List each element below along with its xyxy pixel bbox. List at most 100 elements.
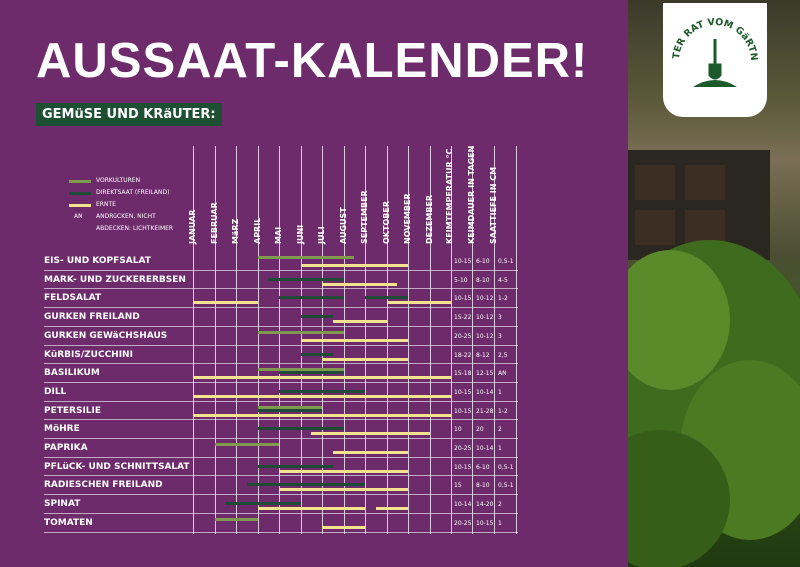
month-label: APRIL <box>252 217 262 244</box>
info-cell-depth: AN <box>498 370 507 378</box>
period-bar-direktsaat <box>268 277 344 281</box>
info-cell-depth: 2 <box>498 501 502 509</box>
month-label: DEZEMBER <box>424 194 434 244</box>
page-title: AUSSAAT-KALENDER! <box>36 34 589 88</box>
period-bar-ernte <box>332 451 408 454</box>
info-cell-temp: 10-14 <box>454 501 472 509</box>
crop-name: EIS- UND KOPFSALAT <box>44 256 151 266</box>
period-bar-vorkulturen <box>257 256 355 259</box>
section-subtitle: GEMüSE UND KRäUTER: <box>36 103 222 126</box>
period-bar-ernte <box>279 469 408 473</box>
month-label: AUGUST <box>338 207 348 244</box>
legend-note-line2: ABDECKEN: LICHTKEIMER <box>96 225 174 232</box>
crop-name: GURKEN FREILAND <box>44 312 140 323</box>
month-label: MAI <box>274 226 283 244</box>
period-bar-direktsaat <box>365 296 408 300</box>
info-column-label: SAATTIEFE IN CM <box>489 166 498 244</box>
row-divider <box>44 325 518 327</box>
period-bar-ernte <box>257 507 365 511</box>
badge-text-path: GUTER RAT VOM GäRTNER <box>659 0 759 61</box>
info-cell-temp: 10-15 <box>454 407 472 415</box>
info-cell-temp: 15-18 <box>454 370 472 378</box>
month-label: SEPTEMBER <box>360 190 369 244</box>
period-bar-ernte <box>193 394 451 398</box>
legend-swatch-ernte <box>69 204 91 207</box>
soil-mound-icon <box>693 80 737 87</box>
grid-line-vertical <box>429 146 431 534</box>
crop-name: DILL <box>44 386 67 397</box>
info-cell-temp: 10 <box>454 426 462 434</box>
row-divider <box>44 456 518 458</box>
grid-line-vertical <box>257 146 259 534</box>
legend-label-direktsaat: DIREKTSAAT (FREILAND) <box>96 189 170 196</box>
period-bar-ernte <box>386 301 451 305</box>
info-cell-depth: 1 <box>498 445 502 452</box>
info-cell-temp: 15 <box>454 482 462 490</box>
info-cell-days: 20 <box>476 426 484 434</box>
crop-name: MöHRE <box>44 424 80 435</box>
grid-line-vertical <box>472 146 473 534</box>
crop-name: PFLüCK- UND SCHNITTSALAT <box>44 461 190 472</box>
info-cell-days: 8-10 <box>476 482 490 490</box>
crop-name: TOMATEN <box>44 517 93 528</box>
period-bar-vorkulturen <box>214 443 279 446</box>
grid-line-vertical <box>451 146 452 534</box>
info-cell-temp: 20-25 <box>454 332 472 340</box>
info-cell-days: 10-12 <box>476 314 494 322</box>
info-cell-depth: 1-2 <box>498 295 508 303</box>
info-cell-temp: 10-15 <box>454 388 472 396</box>
info-cell-depth: 0,5-1 <box>498 463 514 471</box>
period-bar-direktsaat <box>279 371 344 375</box>
seed-tray-cell <box>635 210 675 245</box>
seedling-photo-drawing <box>590 150 800 567</box>
period-bar-ernte <box>279 488 408 492</box>
row-divider <box>44 381 518 383</box>
crop-name: SPINAT <box>44 499 81 510</box>
crop-name: MARK- UND ZUCKERERBSEN <box>44 274 186 285</box>
spade-icon <box>708 39 722 80</box>
legend-code-an: AN <box>74 213 83 220</box>
grid-line-vertical <box>193 146 194 534</box>
info-cell-temp: 20-25 <box>454 519 472 527</box>
period-bar-direktsaat <box>246 483 365 487</box>
period-bar-direktsaat <box>279 389 365 393</box>
seed-tray-cell <box>685 165 725 200</box>
badge-logo: GUTER RAT VOM GäRTNER <box>659 0 759 87</box>
info-cell-days: 6-10 <box>476 258 490 265</box>
legend-swatch-direktsaat <box>69 192 91 195</box>
month-label: NOVEMBER <box>403 193 412 244</box>
info-cell-temp: 20-25 <box>454 445 472 452</box>
month-label: MäRZ <box>231 218 240 244</box>
month-label: JUNI <box>295 224 305 244</box>
info-cell-temp: 18-22 <box>454 351 472 359</box>
row-divider <box>44 307 518 309</box>
period-bar-ernte <box>193 376 451 380</box>
info-column-label: KEIMTEMPERATUR °C <box>445 148 454 244</box>
info-cell-temp: 5-10 <box>454 276 468 284</box>
row-divider <box>44 288 518 290</box>
info-cell-depth: 1 <box>498 388 502 396</box>
info-column-header: SAATTIEFE IN CM <box>489 150 516 246</box>
period-bar-direktsaat <box>257 464 333 468</box>
legend-label-vorkulturen: VORKULTUREN <box>96 177 141 184</box>
info-cell-depth: 3 <box>498 314 502 322</box>
info-cell-days: 12-15 <box>476 370 494 378</box>
crop-name: KüRBIS/ZUCCHINI <box>44 349 133 360</box>
period-bar-ernte <box>332 320 387 324</box>
info-cell-depth: 1-2 <box>498 407 508 415</box>
row-divider <box>44 494 518 496</box>
seed-tray-cell <box>635 165 675 200</box>
info-cell-days: 10-12 <box>476 332 494 340</box>
month-label: JANUAR <box>188 209 197 244</box>
info-cell-temp: 15-22 <box>454 314 472 322</box>
row-divider <box>44 400 518 402</box>
info-cell-depth: 1 <box>498 519 502 527</box>
info-cell-temp: 10-15 <box>454 463 472 471</box>
legend-label-ernte: ERNTE <box>96 201 116 208</box>
info-cell-days: 10-12 <box>476 295 494 303</box>
period-bar-ernte <box>300 264 408 267</box>
grid-line-vertical <box>236 146 237 534</box>
row-divider <box>44 512 518 514</box>
row-divider <box>44 419 518 421</box>
